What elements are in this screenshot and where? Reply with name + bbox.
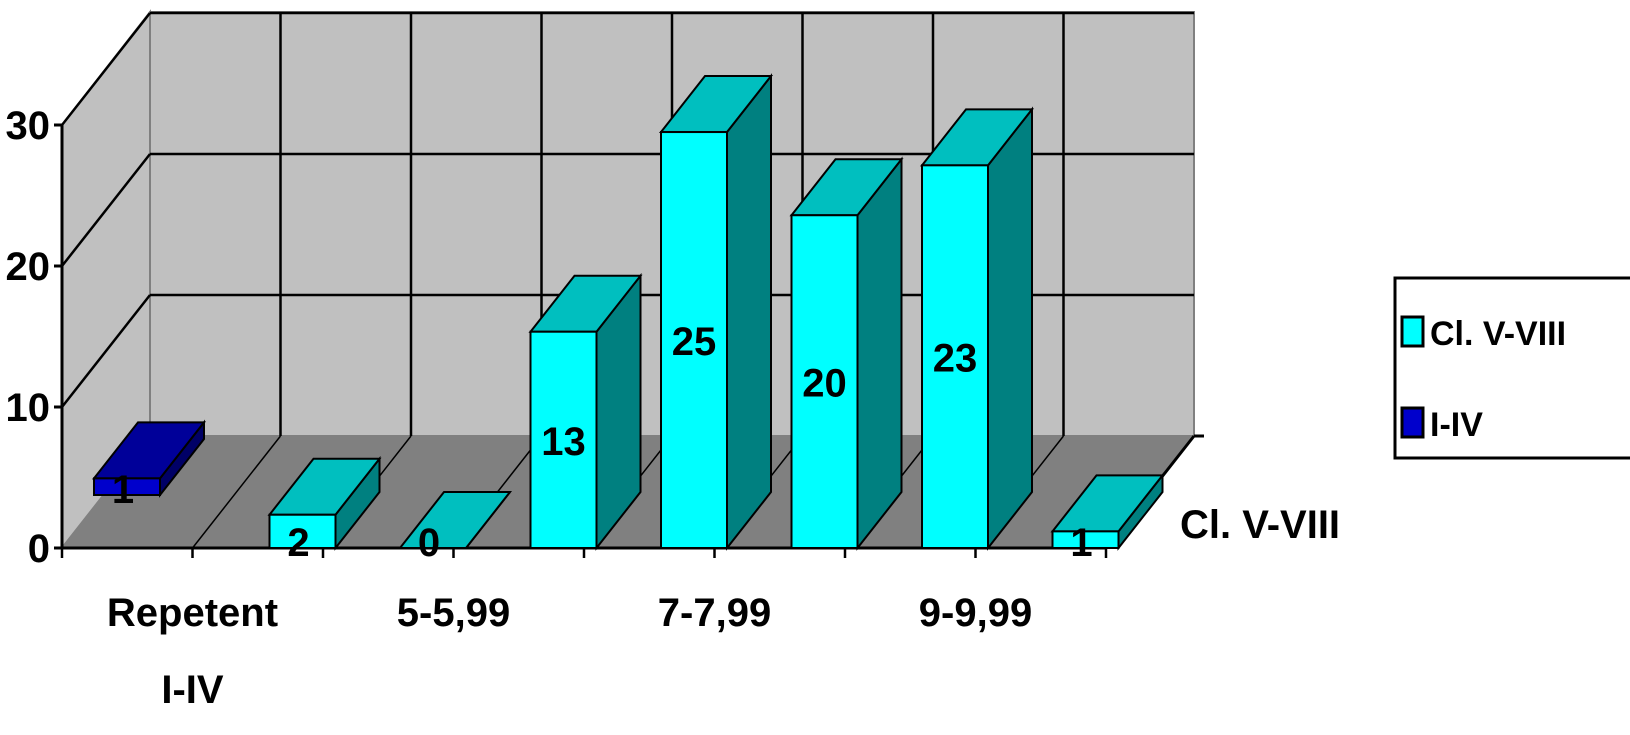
legend-label-cl-v-viii: Cl. V-VIII [1430,315,1566,353]
data-label: 1 [1070,521,1092,565]
y-axis-ticks: 0 10 20 30 [6,104,62,571]
bar-cl-v-viii-2: 0 [397,491,513,565]
x-category-label-6: 9-9,99 [919,591,1032,635]
bar-front [660,131,728,550]
bar-front [921,164,989,550]
x-category-sublabel-0: I-IV [161,668,224,712]
legend-box [1393,276,1630,460]
bar-cl-v-viii-4: 25 [658,73,774,551]
x-category-label-4: 7-7,99 [658,591,771,635]
data-label: 0 [418,521,440,565]
data-label: 23 [933,337,978,381]
bar-front [268,513,337,549]
bar-side [726,73,772,551]
bar-side [987,106,1033,551]
y-tick-label-10: 10 [6,386,51,430]
data-label: 2 [287,521,309,565]
floor-line-1 [191,435,282,549]
legend: Cl. V-VIII I-IV [1393,276,1630,460]
bar-front [790,214,859,550]
data-label: 1 [112,468,134,512]
bar-i-iv-0: 1 [91,419,207,512]
y-tick-label-0: 0 [28,527,50,571]
legend-swatch-i-iv [1400,406,1425,439]
bar-side [856,156,903,551]
bar-cl-v-viii-5: 20 [789,156,904,551]
bar-cl-v-viii-6: 23 [919,106,1035,551]
legend-label-i-iv: I-IV [1430,406,1483,444]
y-tick-label-30: 30 [6,104,51,148]
gridline-side-30 [61,12,151,126]
gridline-side-10 [61,294,151,408]
bar-cl-v-viii-3: 13 [528,272,643,551]
depth-axis-label: Cl. V-VIII [1180,503,1340,547]
data-label: 20 [802,362,847,406]
y-tick-label-20: 20 [6,245,51,289]
x-axis-labels: Repetent I-IV 5-5,99 7-7,99 9-9,99 [107,591,1032,712]
bar-cl-v-viii-7: 1 [1050,472,1165,565]
data-label: 13 [541,420,586,464]
bar-cl-v-viii-1: 2 [267,455,382,565]
legend-swatch-cl-v-viii [1400,315,1425,348]
bar-front [399,547,467,550]
bar-front [529,330,598,549]
bar-front [1051,530,1120,549]
bar-front [93,477,161,496]
data-label: 25 [672,320,717,364]
x-category-label-0: Repetent [107,591,278,635]
x-category-label-2: 5-5,99 [397,591,510,635]
gridline-side-20 [61,153,151,267]
